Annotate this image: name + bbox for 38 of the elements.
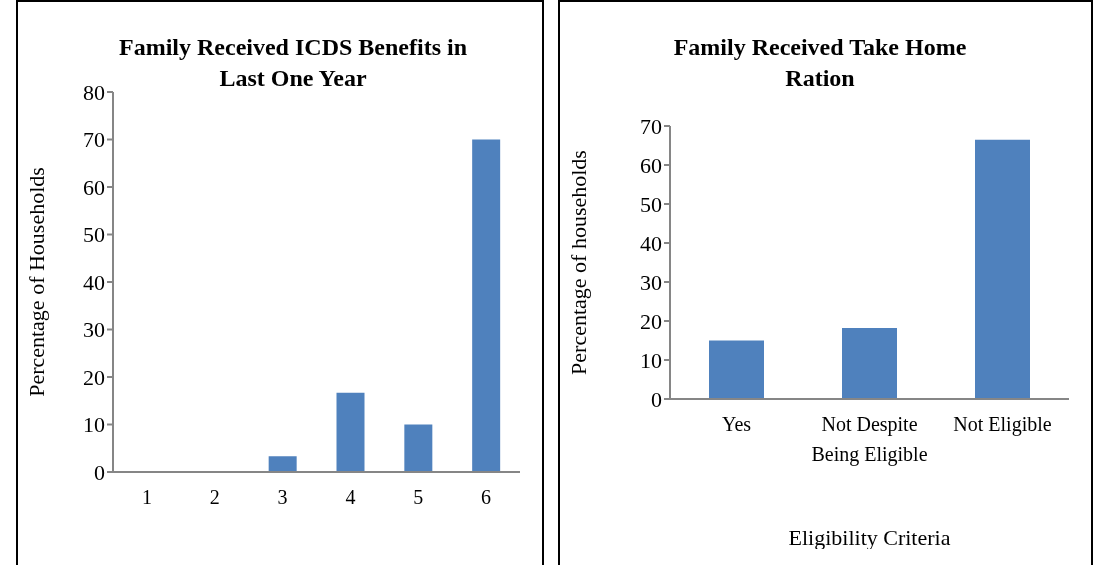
y-tick-label: 70 xyxy=(640,113,662,139)
x-tick-label: 2 xyxy=(209,486,220,509)
x-tick-label: Not Eligible xyxy=(953,413,1052,437)
y-tick-label: 50 xyxy=(83,222,105,248)
chart-title: Family Received ICDS Benefits in Last One Year xyxy=(118,33,468,93)
bar xyxy=(472,139,501,472)
bar xyxy=(268,456,297,472)
y-axis-title: Percentage of Households xyxy=(23,167,49,397)
y-axis-title: Percentage of households xyxy=(565,150,591,375)
x-tick-label: 4 xyxy=(345,486,356,509)
y-tick-label: 10 xyxy=(83,412,105,438)
x-tick-label: Yes xyxy=(721,413,752,436)
x-tick-label: Not Despite Being Eligible xyxy=(811,413,928,467)
y-tick-label: 30 xyxy=(83,317,105,343)
y-tick-label: 60 xyxy=(640,152,662,178)
x-tick-label: 5 xyxy=(413,486,424,509)
bar xyxy=(975,139,1030,399)
bar xyxy=(404,424,433,472)
x-tick-label: 3 xyxy=(277,486,288,509)
y-tick-label: 80 xyxy=(83,79,105,105)
y-tick-label: 70 xyxy=(83,127,105,153)
y-tick-label: 20 xyxy=(83,364,105,390)
y-tick-label: 30 xyxy=(640,269,662,295)
y-tick-label: 40 xyxy=(640,230,662,256)
y-tick-label: 60 xyxy=(83,174,105,200)
y-tick-label: 50 xyxy=(640,191,662,217)
x-tick-label: 6 xyxy=(481,486,492,509)
y-tick-label: 40 xyxy=(83,269,105,295)
x-axis-title: Eligibility Criteria xyxy=(788,525,951,550)
y-tick-label: 20 xyxy=(640,308,662,334)
bar xyxy=(336,392,365,472)
y-tick-label: 10 xyxy=(640,347,662,373)
x-tick-label: 1 xyxy=(141,486,152,509)
bar xyxy=(709,340,764,399)
chart-title: Family Received Take Home Ration xyxy=(672,33,968,93)
y-tick-label: 0 xyxy=(94,459,105,485)
y-tick-label: 0 xyxy=(651,386,662,412)
bar xyxy=(842,328,897,399)
